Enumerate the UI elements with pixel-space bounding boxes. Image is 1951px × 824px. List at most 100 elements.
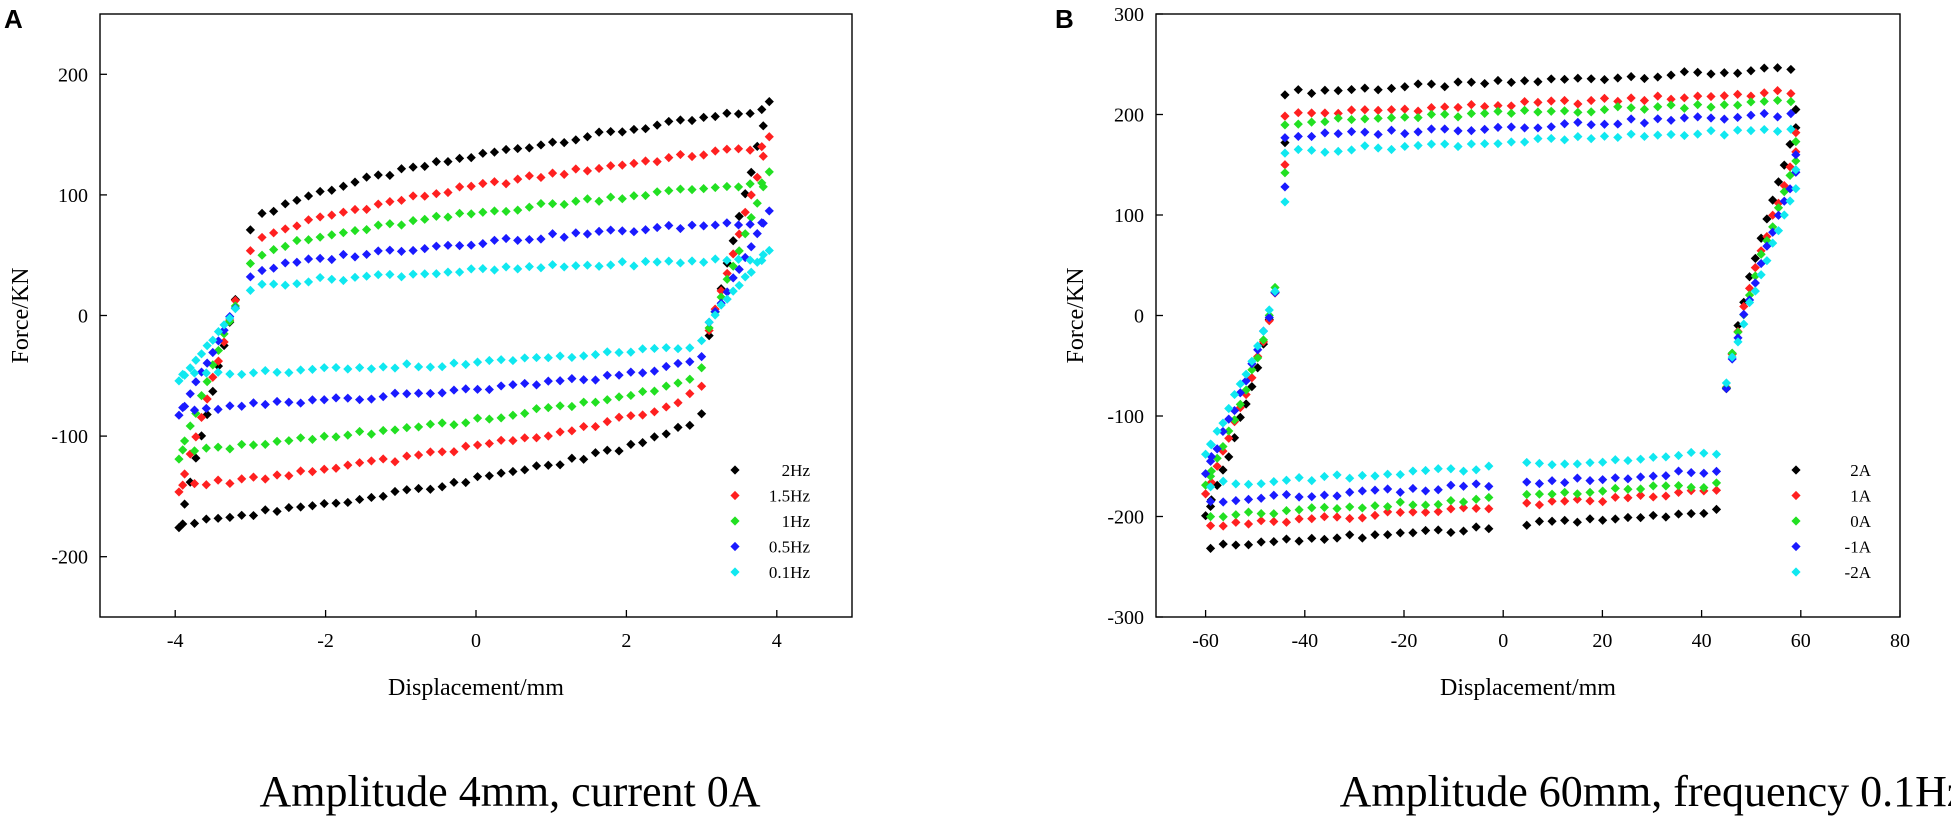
data-point [396, 164, 407, 174]
data-point [1572, 494, 1582, 504]
data-point [1269, 516, 1279, 527]
data-point [225, 444, 235, 454]
data-point [1360, 105, 1370, 115]
data-point [1623, 474, 1633, 484]
data-point [1346, 145, 1357, 155]
data-point [1206, 477, 1216, 487]
data-point [1639, 131, 1650, 142]
data-point [1294, 536, 1304, 546]
data-point [292, 195, 302, 205]
data-point [280, 241, 290, 251]
data-point [443, 240, 453, 250]
data-point [362, 204, 372, 214]
data-point [425, 447, 435, 457]
data-point [431, 189, 441, 199]
data-point [478, 264, 488, 274]
data-point [1635, 484, 1646, 494]
data-point [710, 146, 720, 156]
data-point [1466, 126, 1476, 136]
data-point [1224, 414, 1234, 424]
data-point [675, 258, 686, 268]
data-point [373, 270, 383, 280]
data-point [390, 425, 400, 435]
data-point [733, 144, 744, 154]
data-point [1547, 516, 1557, 526]
data-point [196, 412, 207, 423]
data-point [1599, 131, 1610, 141]
data-point [1572, 489, 1582, 499]
data-point [1243, 479, 1254, 490]
data-point [191, 432, 201, 442]
data-point [1673, 509, 1684, 519]
data-point [1357, 470, 1367, 481]
data-point [350, 177, 360, 187]
data-point [1756, 249, 1766, 259]
data-point [1386, 105, 1397, 115]
data-point [590, 397, 601, 407]
data-point [1446, 480, 1456, 490]
data-point [1733, 125, 1743, 135]
legend-label: 1.5Hz [769, 487, 811, 506]
data-point [257, 250, 267, 260]
data-point [315, 272, 325, 283]
data-point [1264, 305, 1274, 315]
data-point [269, 279, 279, 289]
data-point [1750, 263, 1760, 273]
data-point [1269, 537, 1279, 547]
data-point [1768, 227, 1778, 237]
data-point [649, 432, 660, 442]
data-point [524, 262, 534, 272]
data-point [257, 232, 267, 243]
data-point [567, 426, 577, 436]
data-point [555, 376, 565, 386]
data-point [1626, 103, 1636, 113]
data-point [602, 347, 612, 357]
data-point [524, 202, 534, 212]
data-point [1547, 476, 1557, 486]
data-point [496, 468, 506, 478]
data-point [547, 229, 558, 239]
data-point [1586, 74, 1596, 84]
data-point [1231, 479, 1241, 489]
data-point [1370, 510, 1380, 520]
data-point [1253, 353, 1263, 363]
data-point [1466, 77, 1476, 87]
data-point [408, 216, 418, 226]
data-point [1229, 433, 1240, 443]
data-point [191, 355, 201, 365]
data-point [508, 355, 518, 366]
data-point [1533, 123, 1543, 133]
data-point [189, 446, 200, 456]
data-point [501, 206, 511, 217]
data-point [1573, 99, 1583, 109]
data-point [1786, 109, 1796, 119]
data-point [1653, 130, 1663, 140]
data-point [484, 355, 494, 366]
data-point [685, 389, 695, 399]
y-tick-label: -200 [1107, 507, 1144, 529]
data-point [489, 147, 500, 157]
x-tick-label: 4 [772, 630, 782, 652]
data-point [716, 286, 726, 296]
data-point [661, 402, 671, 412]
data-point [202, 358, 212, 368]
data-point [1533, 107, 1543, 117]
data-point [673, 358, 683, 369]
data-point [1480, 124, 1490, 134]
data-point [1699, 468, 1709, 478]
data-point [362, 271, 372, 281]
data-point [1791, 156, 1801, 166]
data-point [1466, 108, 1476, 119]
data-point [225, 512, 235, 522]
data-point [704, 331, 714, 341]
data-point [431, 211, 441, 221]
data-point [1626, 93, 1636, 103]
data-point [1661, 491, 1671, 501]
x-tick-label: 40 [1692, 630, 1712, 652]
x-axis-title: Displacement/mm [388, 675, 564, 701]
legend-marker [730, 465, 740, 475]
data-point [1585, 487, 1595, 497]
data-point [245, 246, 255, 256]
data-point [1560, 459, 1570, 469]
data-point [1480, 78, 1490, 89]
